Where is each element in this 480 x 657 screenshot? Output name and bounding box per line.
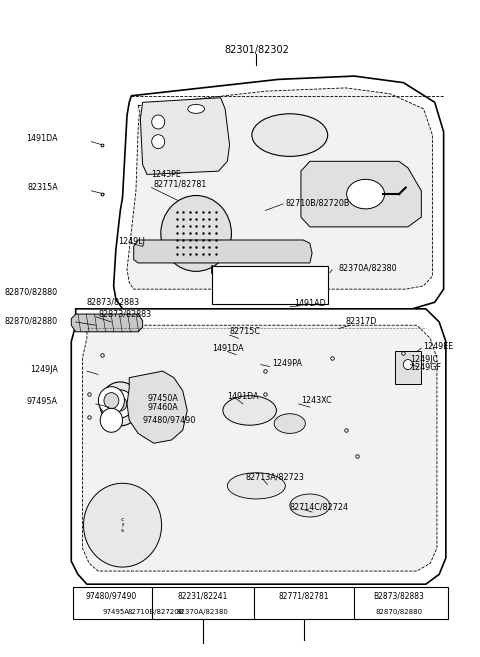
Text: 1243XC: 1243XC [301, 396, 332, 405]
Text: c
f
s: c f s [121, 517, 124, 533]
Text: 97480/97490: 97480/97490 [143, 416, 196, 425]
Ellipse shape [188, 104, 204, 114]
Circle shape [98, 387, 124, 415]
Text: 82870/82880: 82870/82880 [5, 288, 58, 297]
Text: 1249JC: 1249JC [410, 355, 438, 365]
Text: 1249EE: 1249EE [423, 342, 454, 351]
Text: 82771/82781: 82771/82781 [154, 180, 207, 189]
Text: 1491AD: 1491AD [294, 299, 326, 308]
Text: 1249LJ: 1249LJ [118, 237, 145, 246]
Ellipse shape [290, 494, 330, 517]
Text: 82315A: 82315A [27, 183, 58, 192]
Text: 82713A/82723: 82713A/82723 [245, 472, 304, 481]
Text: 1249PA: 1249PA [272, 359, 302, 368]
Text: 82710B/82720B: 82710B/82720B [127, 609, 183, 615]
Circle shape [152, 135, 165, 148]
Text: 1249JA: 1249JA [30, 365, 58, 374]
Text: 82870/82880: 82870/82880 [5, 316, 58, 325]
Text: 82301/82302: 82301/82302 [224, 45, 289, 55]
Circle shape [100, 382, 141, 426]
Text: 82710B/82720B: 82710B/82720B [285, 198, 350, 207]
PathPatch shape [114, 76, 444, 309]
Text: 82771/82781: 82771/82781 [279, 592, 329, 600]
Bar [395, 351, 421, 384]
PathPatch shape [134, 240, 312, 263]
Text: B2873/82883: B2873/82883 [373, 592, 424, 600]
PathPatch shape [127, 371, 187, 443]
PathPatch shape [83, 325, 437, 571]
Circle shape [114, 397, 127, 411]
Circle shape [152, 115, 165, 129]
PathPatch shape [71, 314, 143, 332]
PathPatch shape [301, 162, 421, 227]
Text: 97495A: 97495A [103, 609, 130, 615]
PathPatch shape [71, 309, 446, 584]
Text: 97460A: 97460A [147, 403, 178, 412]
Text: 1491DA: 1491DA [228, 392, 259, 401]
Text: 82715C: 82715C [229, 327, 261, 336]
Circle shape [100, 408, 122, 432]
Text: 1249GF: 1249GF [410, 363, 441, 373]
Bar [212, 266, 328, 304]
Ellipse shape [228, 473, 285, 499]
Ellipse shape [274, 414, 305, 434]
Circle shape [84, 484, 162, 567]
Text: 82870/82880: 82870/82880 [375, 609, 422, 615]
PathPatch shape [127, 88, 432, 289]
Text: 1491DA: 1491DA [26, 134, 58, 143]
Text: 97450A: 97450A [147, 394, 178, 403]
Circle shape [161, 196, 231, 271]
PathPatch shape [140, 98, 229, 174]
Text: 1243PE: 1243PE [152, 170, 181, 179]
Bar [73, 587, 448, 619]
Ellipse shape [347, 179, 384, 209]
Circle shape [403, 359, 413, 369]
Text: 82370A/82380: 82370A/82380 [177, 609, 229, 615]
Text: 1491DA: 1491DA [212, 344, 243, 353]
Text: 82873/82883: 82873/82883 [98, 309, 151, 319]
Ellipse shape [223, 396, 276, 425]
Circle shape [104, 393, 119, 409]
Text: 82317D: 82317D [346, 317, 377, 327]
Text: 82714C/82724: 82714C/82724 [290, 503, 349, 511]
Text: 97480/97490: 97480/97490 [86, 592, 137, 600]
Text: 97495A: 97495A [27, 397, 58, 407]
Ellipse shape [252, 114, 328, 156]
Circle shape [108, 390, 133, 418]
Text: 82231/82241: 82231/82241 [178, 592, 228, 600]
Text: 82370A/82380: 82370A/82380 [339, 263, 397, 273]
Text: 82873/82883: 82873/82883 [87, 298, 140, 307]
